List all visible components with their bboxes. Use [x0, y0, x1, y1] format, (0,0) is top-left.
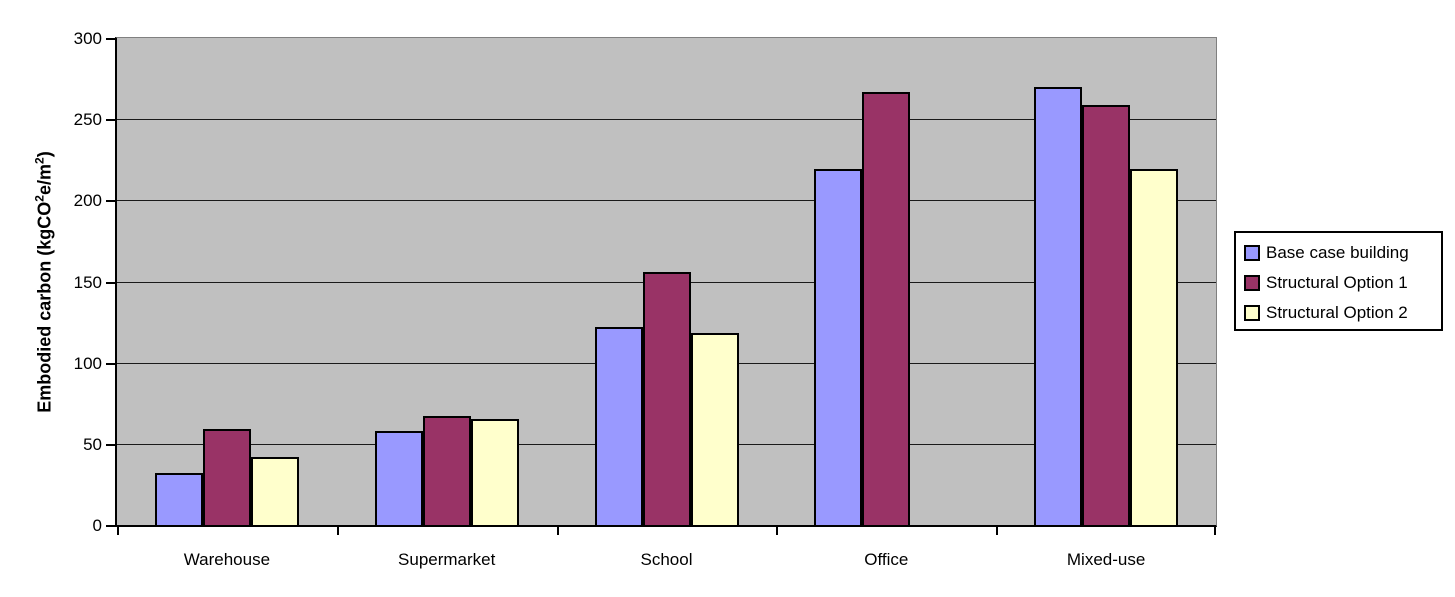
category-label-school: School: [640, 550, 693, 569]
x-axis-tick: [117, 527, 119, 535]
legend-label: Base case building: [1266, 243, 1409, 262]
category-label-warehouse: Warehouse: [183, 550, 271, 569]
category-label-mixed-use: Mixed-use: [1066, 550, 1146, 569]
y-axis-tick: [106, 281, 115, 284]
x-axis-tick: [776, 527, 778, 535]
y-axis-tick-label: 100: [73, 353, 102, 373]
x-axis-tick: [996, 527, 998, 535]
bar-office-series-2: [862, 92, 910, 525]
y-axis-tick: [106, 443, 115, 446]
bar-mixed-use-series-3: [1130, 169, 1178, 525]
bar-supermarket-series-1: [375, 431, 423, 525]
bar-mixed-use-series-2: [1082, 105, 1130, 525]
y-axis-tick: [106, 362, 115, 365]
plot-area: [115, 37, 1217, 527]
y-axis-tick-label: 150: [73, 272, 102, 292]
y-axis-title-superscript: 2: [32, 157, 47, 164]
legend-swatch-icon: [1244, 275, 1260, 291]
legend: Base case building Structural Option 1 Str…: [1234, 231, 1443, 331]
bar-warehouse-series-1: [155, 473, 203, 525]
y-axis-tick: [106, 38, 115, 40]
y-axis-tick-label: 250: [73, 110, 102, 130]
legend-swatch-icon: [1244, 245, 1260, 261]
category-label-office: Office: [864, 550, 909, 569]
bar-warehouse-series-3: [251, 457, 299, 525]
y-axis-tick: [106, 119, 115, 122]
y-axis-tick: [106, 525, 115, 527]
legend-label: Structural Option 2: [1266, 303, 1408, 322]
gridline-250: [117, 119, 1216, 121]
legend-item-2: Structural Option 1: [1244, 268, 1441, 298]
x-axis-tick: [337, 527, 339, 535]
category-label-supermarket: Supermarket: [398, 550, 496, 569]
y-axis-title-text: ): [34, 151, 55, 158]
bar-supermarket-series-3: [471, 419, 519, 525]
bar-school-series-3: [691, 333, 739, 525]
bar-warehouse-series-2: [203, 429, 251, 525]
y-axis-tick-label: 200: [73, 191, 102, 211]
bar-school-series-2: [643, 272, 691, 525]
legend-label: Structural Option 1: [1266, 273, 1408, 292]
gridline-200: [117, 200, 1216, 202]
bar-mixed-use-series-1: [1034, 87, 1082, 525]
x-axis-tick: [557, 527, 559, 535]
x-axis-tick: [1214, 527, 1216, 535]
y-axis-tick: [106, 200, 115, 203]
bar-office-series-1: [814, 169, 862, 525]
y-axis-tick-label: 300: [73, 29, 102, 48]
y-axis-tick-label: 50: [83, 434, 102, 454]
y-axis-tick-label: 0: [92, 516, 102, 535]
legend-swatch-icon: [1244, 305, 1260, 321]
y-axis-title-text: Embodied carbon (kgCO: [34, 201, 55, 413]
bar-school-series-1: [595, 327, 643, 525]
legend-item-3: Structural Option 2: [1244, 298, 1441, 328]
bar-supermarket-series-2: [423, 416, 471, 525]
legend-item-1: Base case building: [1244, 238, 1441, 268]
